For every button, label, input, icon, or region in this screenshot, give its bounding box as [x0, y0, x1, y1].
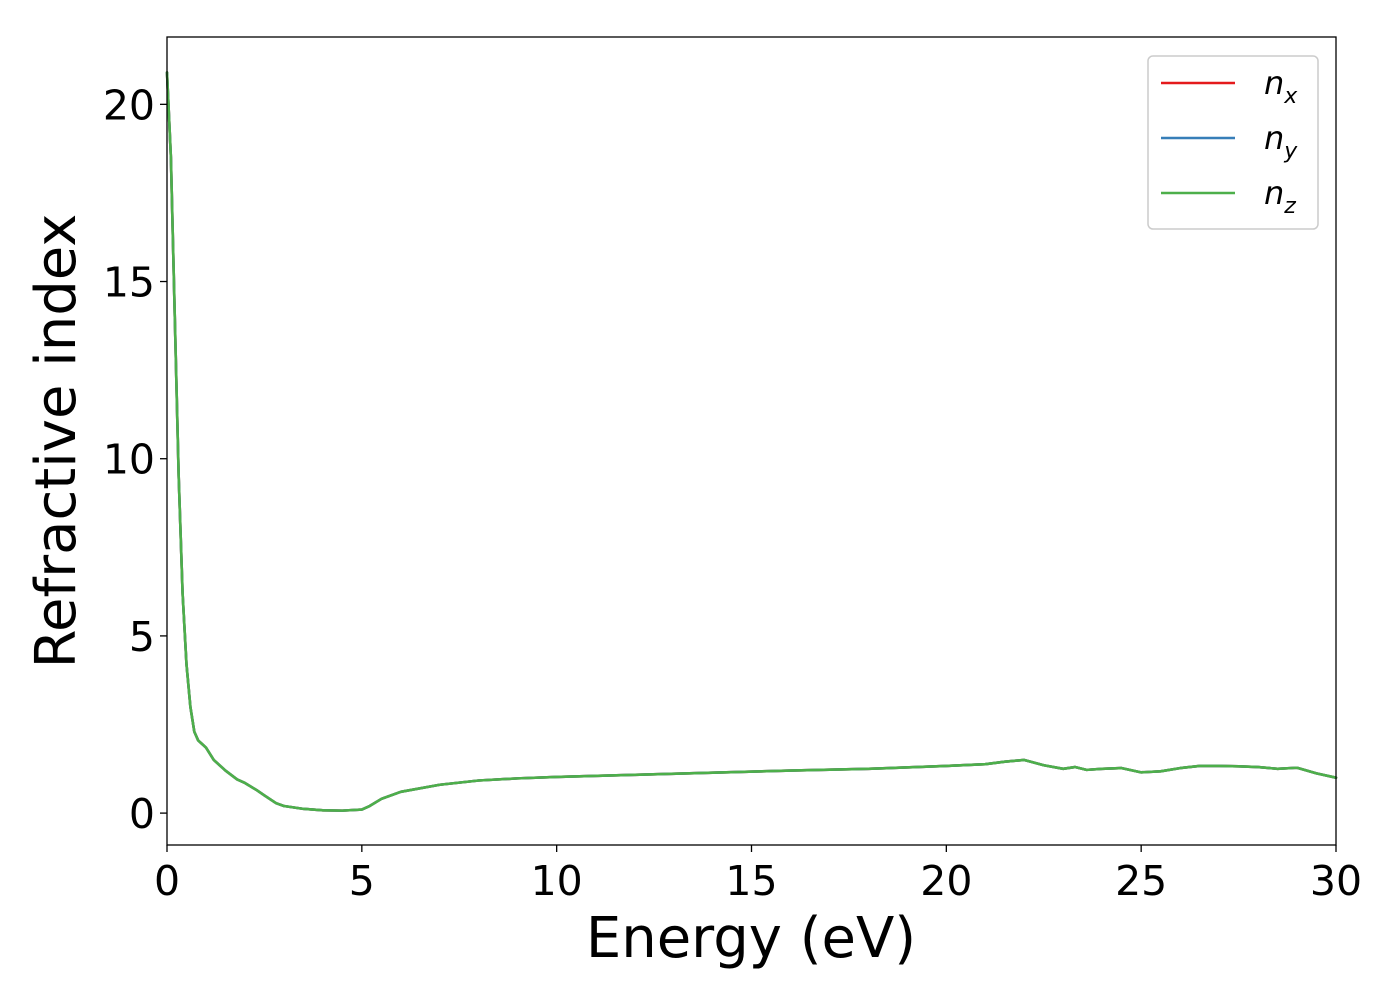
legend-label-subscript: y: [1283, 139, 1298, 164]
x-tick-label: 10: [531, 857, 583, 905]
x-axis-ticks: 0 5 10 15 20 25 30: [154, 845, 1362, 905]
legend-label-base: n: [1264, 64, 1284, 102]
y-tick-label: 20: [103, 81, 155, 129]
series-line-nz: [165, 71, 1338, 812]
x-tick-label: 25: [1115, 857, 1167, 905]
x-axis-label: Energy (eV): [586, 906, 916, 971]
legend-label-nz: nz: [1264, 174, 1296, 219]
legend-label-base: n: [1264, 174, 1284, 212]
legend-label-nx: nx: [1264, 64, 1298, 109]
series-layer: [165, 71, 1338, 812]
x-tick-label: 20: [920, 857, 972, 905]
y-tick-label: 15: [103, 259, 155, 307]
y-tick-label: 5: [129, 613, 155, 661]
legend-box: [1147, 55, 1319, 230]
legend-label-subscript: x: [1283, 84, 1298, 109]
plot-area: [167, 37, 1336, 845]
x-tick-label: 30: [1310, 857, 1362, 905]
y-axis-label: Refractive index: [24, 214, 89, 669]
x-tick-label: 5: [349, 857, 375, 905]
y-axis-ticks: 0 5 10 15 20: [103, 81, 167, 838]
x-tick-label: 0: [154, 857, 180, 905]
y-tick-label: 0: [129, 790, 155, 838]
legend-label-base: n: [1264, 119, 1284, 157]
legend-label-ny: ny: [1264, 119, 1298, 164]
y-tick-label: 10: [103, 436, 155, 484]
legend-label-subscript: z: [1283, 194, 1296, 219]
x-tick-label: 15: [725, 857, 777, 905]
